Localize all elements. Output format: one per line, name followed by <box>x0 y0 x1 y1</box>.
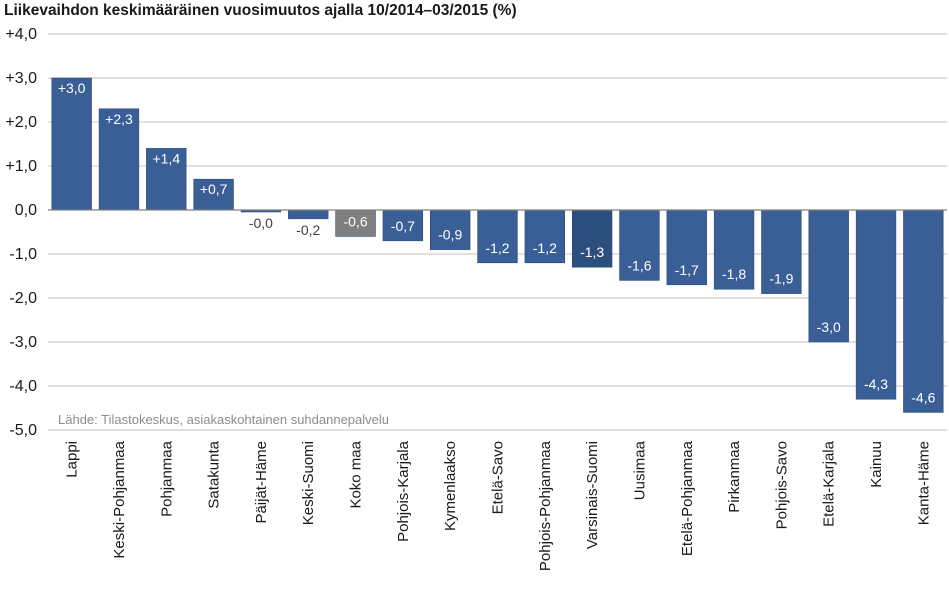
bar <box>761 209 802 294</box>
data-label: -0,6 <box>343 213 367 229</box>
bar <box>666 209 707 286</box>
x-category-label: Uusimaa <box>631 440 648 500</box>
data-label: -0,0 <box>249 215 273 231</box>
y-tick-label: -1,0 <box>9 246 37 263</box>
data-label: -3,0 <box>817 319 841 335</box>
x-category-label: Keski-Pohjanmaa <box>111 440 128 558</box>
bar <box>430 209 471 250</box>
x-category-label: Kanta-Häme <box>915 441 932 525</box>
x-category-label: Pohjois-Karjala <box>395 440 412 542</box>
y-tick-label: -5,0 <box>9 422 37 439</box>
bar <box>903 209 944 413</box>
data-label: +3,0 <box>58 80 86 96</box>
x-category-label: Keski-Suomi <box>300 441 317 525</box>
data-label: -0,2 <box>296 222 320 238</box>
bar <box>51 77 92 211</box>
y-tick-label: 0,0 <box>15 202 37 219</box>
data-labels: +3,0 +2,3 +1,4 +0,7 -0,0 -0,2 -0,6 -0,7 -0,9 -1,2… <box>58 80 936 405</box>
bar <box>288 209 329 220</box>
data-label: -0,7 <box>391 218 415 234</box>
data-label: -1,3 <box>580 244 604 260</box>
bars <box>51 77 944 413</box>
x-category-label: Lappi <box>64 441 81 478</box>
x-category-label: Pohjois-Savo <box>773 441 790 529</box>
bar <box>524 209 565 264</box>
x-category-label: Pohjois-Pohjanmaa <box>537 440 554 571</box>
x-category-label: Etelä-Karjala <box>821 440 838 527</box>
data-label: -0,9 <box>438 227 462 243</box>
bar <box>335 209 376 237</box>
x-category-label: Pohjanmaa <box>158 440 175 517</box>
data-label: -1,2 <box>533 240 557 256</box>
bar <box>855 209 897 400</box>
y-tick-label: +3,0 <box>5 70 37 87</box>
x-category-label: Päijät-Häme <box>253 441 270 524</box>
data-label: -1,9 <box>769 271 793 287</box>
data-label: -4,3 <box>864 376 888 392</box>
x-category-label: Etelä-Pohjanmaa <box>679 440 696 556</box>
y-tick-label: -4,0 <box>9 378 37 395</box>
bar <box>571 209 613 268</box>
bar <box>193 178 234 211</box>
data-label: +2,3 <box>105 111 133 127</box>
x-axis-category-labels: Lappi Keski-Pohjanmaa Pohjanmaa Satakunta Pä… <box>64 440 933 571</box>
y-tick-label: +4,0 <box>5 26 37 43</box>
bar <box>146 148 187 211</box>
x-category-label: Varsinais-Suomi <box>584 441 601 549</box>
y-tick-label: +1,0 <box>5 158 37 175</box>
source-note: Lähde: Tilastokeskus, asiakaskohtainen s… <box>58 412 389 427</box>
bar <box>808 209 849 343</box>
y-tick-label: -3,0 <box>9 334 37 351</box>
x-category-label: Kainuu <box>868 441 885 488</box>
y-tick-label: -2,0 <box>9 290 37 307</box>
data-label: -4,6 <box>911 389 935 405</box>
x-category-label: Koko maa <box>348 440 365 508</box>
x-category-label: Pirkanmaa <box>726 440 743 512</box>
data-label: -1,6 <box>627 257 651 273</box>
chart-title: Liikevaihdon keskimääräinen vuosimuutos … <box>4 2 517 19</box>
y-axis-tick-labels: +4,0 +3,0 +2,0 +1,0 0,0 -1,0 -2,0 -3,0 -4,0 -5,0 <box>5 26 37 439</box>
bar <box>382 209 424 242</box>
data-label: -1,2 <box>485 240 509 256</box>
y-tick-label: +2,0 <box>5 114 37 131</box>
x-category-label: Kymenlaakso <box>442 441 459 531</box>
bar <box>713 209 755 290</box>
bar <box>98 108 140 211</box>
x-category-label: Etelä-Savo <box>490 441 507 514</box>
data-label: +1,4 <box>152 150 180 166</box>
data-label: -1,7 <box>675 262 699 278</box>
x-category-label: Satakunta <box>206 440 223 508</box>
data-label: -1,8 <box>722 266 746 282</box>
data-label: +0,7 <box>200 181 228 197</box>
bar <box>477 209 518 264</box>
bar <box>619 209 660 281</box>
